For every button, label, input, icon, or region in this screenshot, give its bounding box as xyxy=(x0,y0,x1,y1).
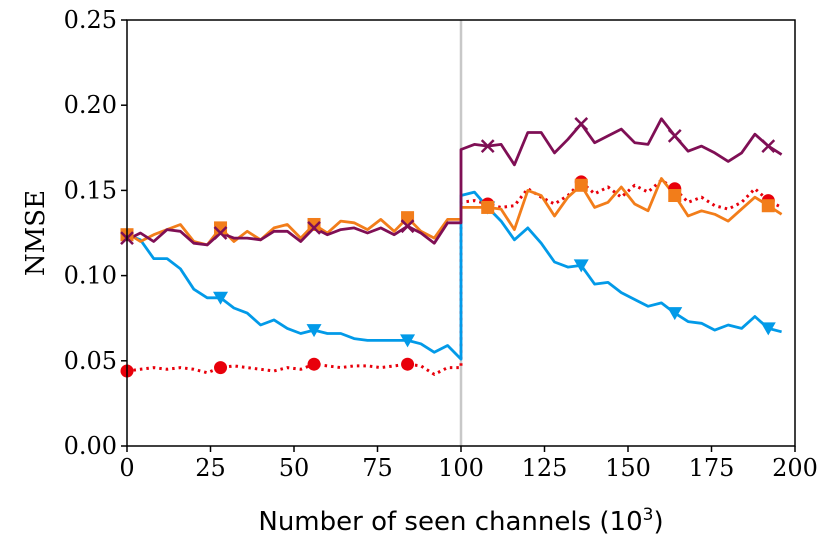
series-3-marker xyxy=(761,199,775,213)
series-4-marker xyxy=(761,139,776,153)
y-tick-label: 0.20 xyxy=(64,91,117,119)
series-1-marker xyxy=(401,357,415,371)
series-3-marker xyxy=(307,217,321,231)
y-tick-label: 0.15 xyxy=(64,176,117,204)
y-tick-label: 0.05 xyxy=(64,347,117,375)
x-tick-label: 0 xyxy=(119,454,134,482)
series-1-marker xyxy=(307,357,321,371)
series-3-marker xyxy=(574,178,588,192)
x-tick-label: 175 xyxy=(689,454,735,482)
x-axis-label-main: Number of seen channels (10 xyxy=(258,507,642,537)
series-4-marker xyxy=(307,221,321,235)
x-tick-label: 50 xyxy=(279,454,310,482)
series-2-marker xyxy=(400,334,416,348)
series-4-marker xyxy=(400,219,415,234)
series-4-marker xyxy=(213,226,228,240)
series-4-marker xyxy=(480,139,495,153)
x-tick-label: 100 xyxy=(438,454,484,482)
series-2-marker xyxy=(760,322,776,336)
series-3-marker xyxy=(401,211,415,225)
y-axis-label: NMSE xyxy=(21,190,51,276)
y-tick-label: 0.25 xyxy=(64,6,117,34)
series-2-marker xyxy=(306,324,322,338)
y-tick-label: 0.10 xyxy=(64,262,117,290)
x-tick-label: 75 xyxy=(362,454,393,482)
series-4-marker xyxy=(574,117,589,131)
series-3-marker xyxy=(668,189,682,203)
x-axis-label-close: ) xyxy=(653,507,663,537)
y-tick-label: 0.00 xyxy=(64,432,117,460)
series-2-marker xyxy=(213,291,229,305)
series-2-marker xyxy=(667,307,683,321)
series-3-marker xyxy=(481,200,495,214)
x-axis-label-exponent: 3 xyxy=(643,505,654,525)
x-tick-label: 25 xyxy=(195,454,226,482)
series-1-marker xyxy=(214,361,228,375)
series-line-2 xyxy=(126,190,782,361)
x-tick-label: 125 xyxy=(522,454,568,482)
x-axis-label: Number of seen channels (103) xyxy=(258,505,663,537)
x-tick-label: 200 xyxy=(772,454,818,482)
x-tick-label: 150 xyxy=(605,454,651,482)
series-4-marker xyxy=(667,128,682,143)
series-2-marker xyxy=(573,259,589,273)
